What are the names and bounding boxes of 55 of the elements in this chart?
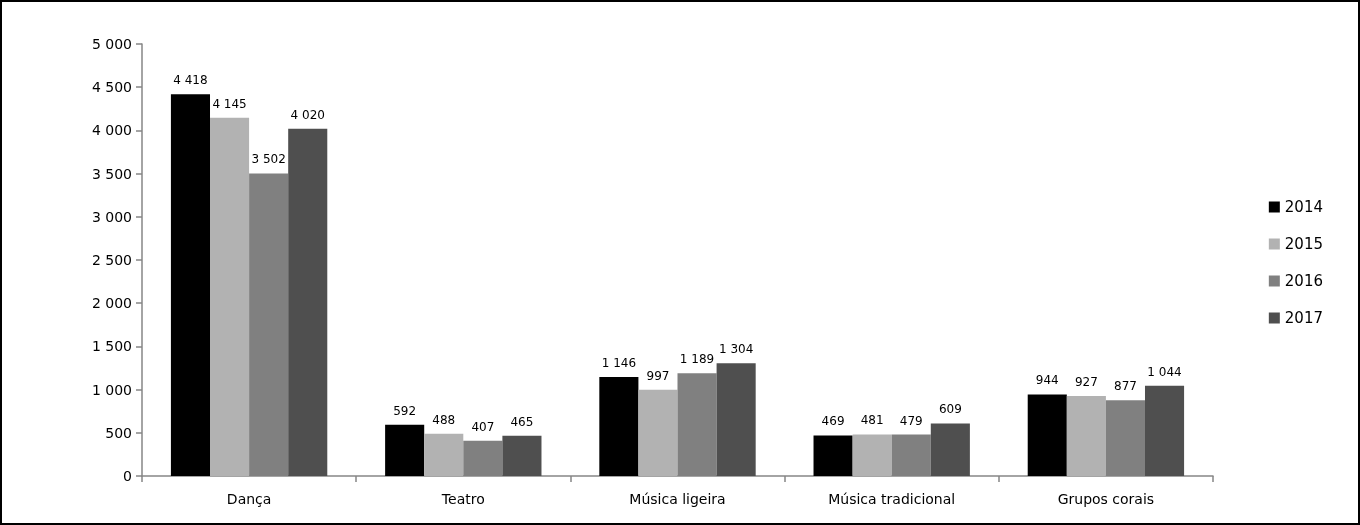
data-label: 4 145	[212, 96, 247, 111]
legend-label: 2014	[1284, 198, 1324, 216]
data-label: 469	[821, 414, 845, 429]
data-label: 4 020	[290, 107, 325, 122]
bar	[502, 435, 542, 476]
data-label: 1 146	[601, 355, 637, 370]
y-tick-label: 1 000	[91, 381, 132, 398]
x-tick-label: Teatro	[440, 491, 485, 507]
y-tick-label: 3 000	[91, 208, 132, 225]
bar	[1027, 394, 1067, 476]
bar	[424, 433, 464, 476]
data-label: 481	[860, 413, 884, 428]
bar	[599, 376, 639, 476]
y-tick-label: 500	[105, 424, 132, 441]
bar	[210, 117, 250, 476]
bar	[813, 435, 853, 476]
data-label: 877	[1113, 379, 1137, 394]
y-tick-label: 0	[123, 468, 132, 484]
x-tick-label: Dança	[226, 491, 272, 507]
data-label: 3 502	[251, 152, 286, 167]
y-tick-label: 4 500	[91, 79, 132, 96]
bar	[170, 94, 211, 476]
data-label: 997	[646, 368, 670, 383]
data-label: 927	[1074, 374, 1098, 389]
y-tick-label: 4 000	[91, 122, 132, 139]
data-label: 407	[471, 419, 495, 434]
data-label: 592	[393, 403, 417, 418]
data-label: 479	[899, 413, 923, 428]
data-label: 944	[1035, 373, 1059, 388]
bar	[930, 423, 970, 476]
y-tick-label: 2 000	[91, 295, 132, 312]
data-label: 4 418	[173, 73, 208, 88]
y-tick-label: 3 500	[91, 165, 132, 182]
y-tick-label: 1 500	[91, 338, 132, 355]
y-tick-label: 5 000	[91, 36, 132, 52]
data-label: 1 189	[679, 352, 715, 367]
x-tick-label: Música ligeira	[629, 491, 726, 507]
bar	[288, 128, 328, 476]
bar	[638, 389, 678, 476]
x-tick-label: Grupos corais	[1057, 491, 1155, 507]
data-label: 1 044	[1147, 364, 1182, 379]
data-label: 609	[938, 402, 962, 417]
data-label: 488	[432, 412, 456, 427]
legend-label: 2016	[1284, 272, 1324, 290]
bar	[385, 424, 425, 476]
bar	[1144, 385, 1185, 476]
bar	[716, 363, 756, 476]
data-label: 465	[510, 414, 534, 429]
data-label: 1 304	[718, 342, 754, 357]
legend-label: 2017	[1284, 309, 1324, 327]
x-tick-label: Música tradicional	[828, 491, 956, 507]
bar	[852, 434, 892, 476]
bar	[1066, 395, 1106, 476]
legend-label: 2015	[1284, 235, 1324, 253]
y-tick-label: 2 500	[91, 252, 132, 268]
